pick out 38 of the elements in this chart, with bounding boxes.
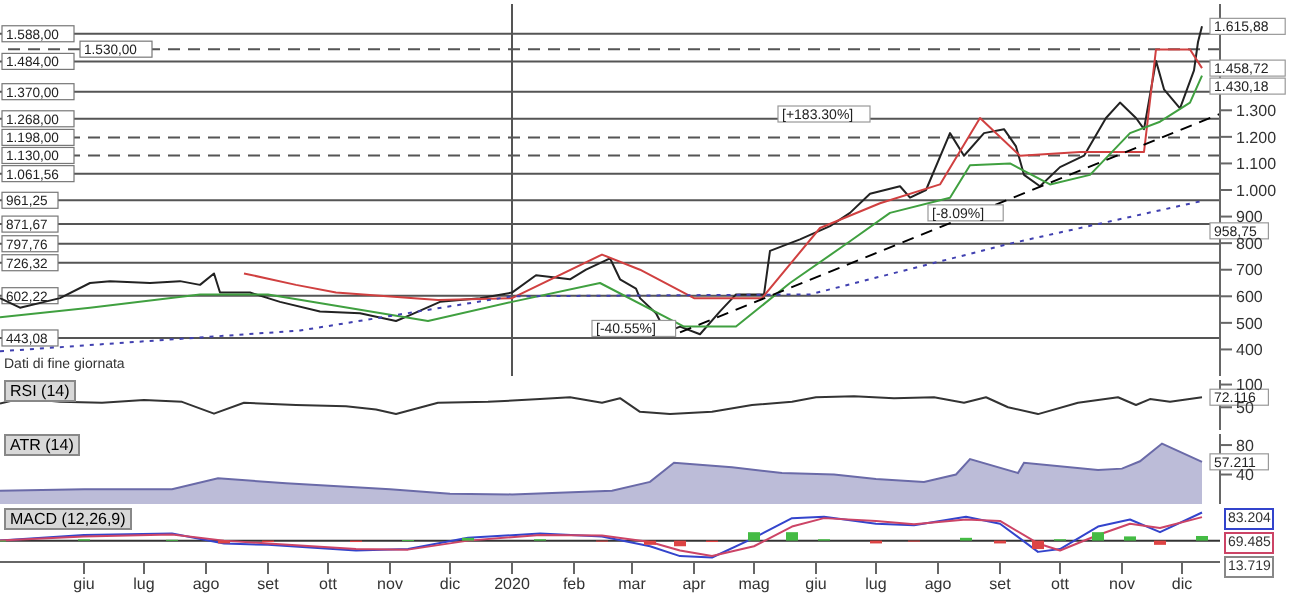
x-tick-label: mar: [618, 575, 647, 594]
x-tick-label: nov: [1109, 575, 1135, 594]
y-tick-label: 700: [1236, 261, 1264, 280]
chart-title: ATR (14): [4, 434, 80, 456]
y-tick-label: 1.300: [1236, 101, 1278, 120]
x-tick-label: set: [257, 575, 281, 594]
x-tick-label: lug: [133, 575, 155, 594]
x-tick-label: ott: [1051, 575, 1071, 594]
y-tick-label: 1.000: [1236, 181, 1278, 200]
line-series: [243, 48, 1203, 302]
line-series: [0, 25, 1203, 336]
chart-title: MACD (12,26,9): [4, 508, 132, 530]
y-tick-label: 800: [1236, 234, 1264, 253]
y-tick-label: 900: [1236, 208, 1264, 227]
x-tick-label: set: [989, 575, 1013, 594]
x-tick-label: giu: [805, 575, 827, 594]
line-series: [0, 199, 1203, 353]
y-tick-label: 1.200: [1236, 128, 1278, 147]
x-tick-label: ott: [319, 575, 339, 594]
y-tick-label: 80: [1236, 436, 1255, 455]
x-tick-label: feb: [562, 575, 587, 594]
x-tick-label: ago: [924, 575, 953, 594]
y-tick-label: 500: [1236, 314, 1264, 333]
x-tick-label: lug: [865, 575, 887, 594]
x-tick-label: ago: [192, 575, 221, 594]
x-tick-label: nov: [377, 575, 403, 594]
y-tick-label: 400: [1236, 341, 1264, 360]
y-tick-label: 1.100: [1236, 155, 1278, 174]
x-tick-label: 2020: [494, 575, 531, 594]
y-tick-label: 100: [1236, 376, 1264, 395]
x-tick-label: apr: [682, 575, 707, 594]
chart-title: RSI (14): [4, 380, 76, 402]
x-tick-label: dic: [439, 575, 461, 594]
x-tick-label: dic: [1171, 575, 1193, 594]
y-tick-label: 600: [1236, 287, 1264, 306]
y-tick-label: 40: [1236, 466, 1255, 485]
x-tick-label: giu: [73, 575, 95, 594]
x-tick-label: mag: [738, 575, 770, 594]
